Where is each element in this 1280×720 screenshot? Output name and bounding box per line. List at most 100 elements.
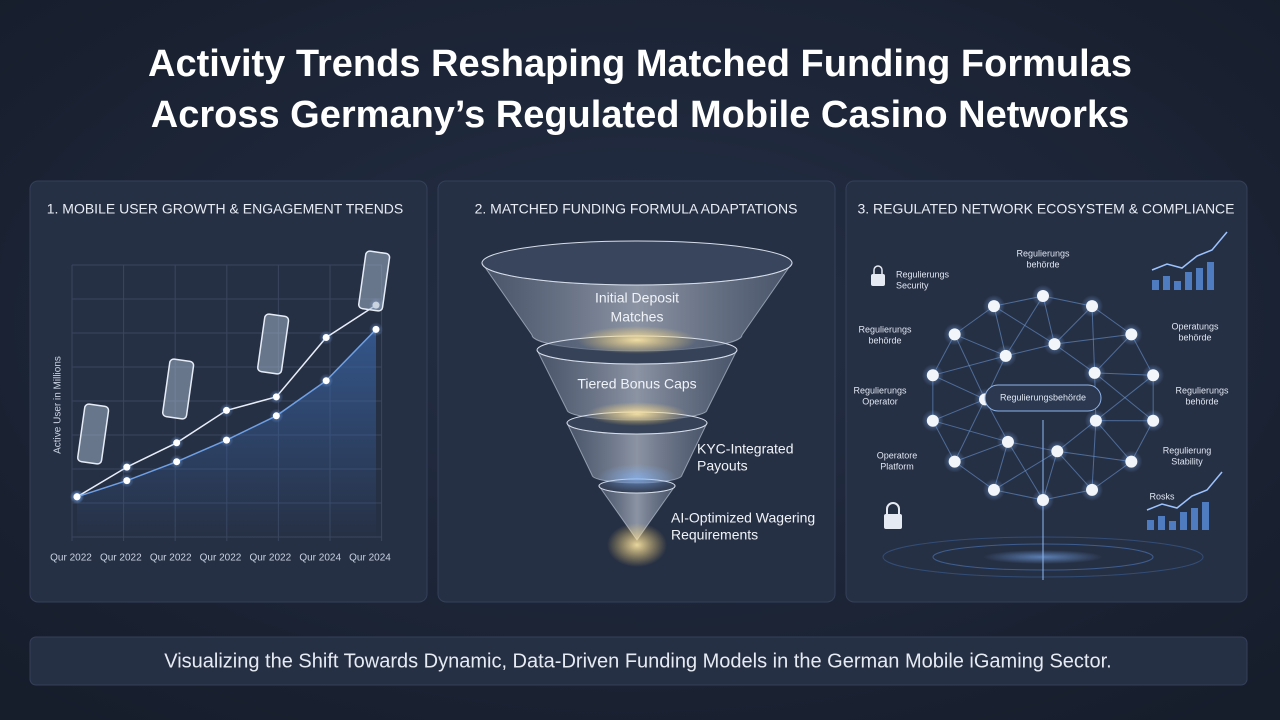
glow [597,464,677,492]
node-label: behörde [1026,259,1059,269]
node [1086,483,1099,496]
node [1089,414,1102,427]
glow [607,523,667,567]
phone-icon [357,250,391,312]
node [948,455,961,468]
point [223,406,230,414]
node [1037,494,1049,506]
net-labels: Regulierungs behörde Regulierungs Securi… [853,248,1229,529]
funnel-label: Requirements [671,527,758,543]
mini-bar [1202,502,1209,530]
edge [1054,333,1132,345]
funnel-label: Matches [611,309,664,325]
lock-icon [873,265,883,274]
lock-icon [886,502,900,514]
point [322,334,330,341]
phone-icon [161,358,195,420]
title-line: Across Germany’s Regulated Mobile Casino… [151,94,1129,136]
funnel-label: Tiered Bonus Caps [577,376,696,392]
x-tick-label: Qur 2024 [349,553,391,564]
node [926,414,939,427]
chart: Qur 2022 Qur 2022 Qur 2022 Qur 2022 Qur 2022… [50,250,391,564]
edge [993,450,1058,491]
mini-bar [1152,280,1159,290]
funnel: Initial Deposit Matches Tiered Bonus Cap… [481,240,815,567]
point [272,412,280,420]
node-label: Regulierungs [853,385,907,395]
node [1037,290,1049,302]
node-label: Operatore [877,450,918,460]
funnel-rim [481,240,793,286]
point [123,463,131,471]
node-label: Regulierungs [858,324,912,334]
node [1051,445,1064,458]
mini-bar [1163,276,1170,290]
mini-bar [1147,520,1154,530]
x-tick-label: Qur 2022 [200,553,242,564]
node [1088,366,1101,379]
footer-box [29,636,1248,686]
node [926,369,939,382]
mini-bar [1185,272,1192,290]
mini-trend [1146,471,1223,511]
node-label: Rosks [1149,491,1175,501]
node-label: Regulierungs [1175,385,1229,395]
node-label: Regulierungs [896,269,950,279]
node [1147,369,1160,382]
mini-trend [1151,231,1228,271]
edge [932,420,1009,443]
node [987,483,1000,496]
lock-icon [871,274,885,286]
lock-icon [884,514,902,529]
phone-icon [76,403,110,465]
x-tick-label: Qur 2022 [50,553,92,564]
point [73,493,81,501]
phone-icon [256,313,290,375]
mini-bar [1191,508,1198,530]
node [1001,435,1014,448]
node [1125,328,1138,341]
node-label: Platform [880,461,914,471]
point [272,393,280,401]
edge [1091,420,1097,490]
center-label: Regulierungsbehörde [1000,392,1086,402]
node-label: behörde [1185,396,1218,406]
panel-title: 1. MOBILE USER GROWTH & ENGAGEMENT TREND… [47,201,404,217]
node [1086,300,1099,313]
mini-bar [1174,281,1181,290]
funnel-label: Payouts [697,458,748,474]
glow [577,326,697,354]
node-label: Regulierung [1163,445,1212,455]
node-label: Regulierungs [1016,248,1070,258]
node-label: Operator [862,396,898,406]
node [999,349,1012,362]
node [987,300,1000,313]
edge [954,399,986,462]
mini-bar [1207,262,1214,290]
edge [1095,374,1154,422]
glow [587,402,687,426]
mini-bar [1158,516,1165,530]
x-tick-label: Qur 2022 [249,553,291,564]
point [173,458,181,466]
panel-title: 3. REGULATED NETWORK ECOSYSTEM & COMPLIA… [857,201,1234,217]
x-tick-label: Qur 2022 [100,553,142,564]
mini-bar [1169,521,1176,530]
y-axis-label: Active User in Millions [53,356,64,454]
mini-bar [1180,512,1187,530]
x-tick-label: Qur 2024 [299,553,341,564]
title-line: Activity Trends Reshaping Matched Fundin… [148,43,1132,85]
funnel-label: AI-Optimized Wagering [671,510,815,526]
point [123,477,131,485]
node-label: Security [896,280,929,290]
edge [1094,372,1154,422]
point [372,325,380,333]
point [173,439,181,447]
node-label: behörde [868,335,901,345]
center-hub [984,384,1102,412]
funnel-label: KYC-Integrated [697,441,794,457]
node-label: behörde [1178,332,1211,342]
node [1048,338,1061,351]
edge [993,305,1055,345]
